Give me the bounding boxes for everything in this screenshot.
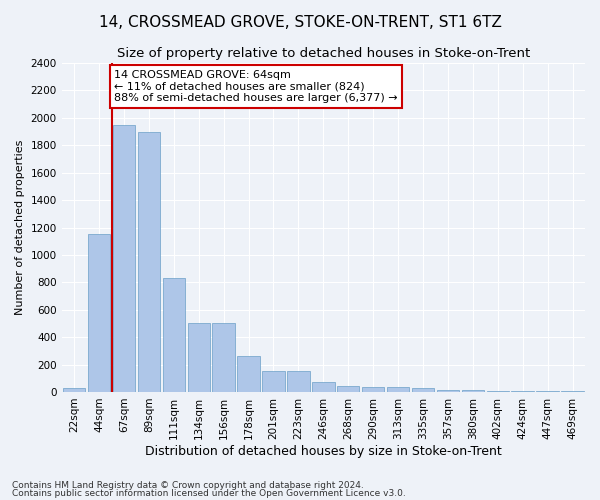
Y-axis label: Number of detached properties: Number of detached properties bbox=[15, 140, 25, 315]
Bar bbox=[437, 390, 459, 392]
Text: 14 CROSSMEAD GROVE: 64sqm
← 11% of detached houses are smaller (824)
88% of semi: 14 CROSSMEAD GROVE: 64sqm ← 11% of detac… bbox=[114, 70, 398, 103]
Text: Contains HM Land Registry data © Crown copyright and database right 2024.: Contains HM Land Registry data © Crown c… bbox=[12, 480, 364, 490]
Bar bbox=[312, 382, 335, 392]
Bar bbox=[63, 388, 85, 392]
Bar bbox=[88, 234, 110, 392]
Bar bbox=[487, 391, 509, 392]
Bar bbox=[387, 387, 409, 392]
Bar bbox=[238, 356, 260, 392]
Title: Size of property relative to detached houses in Stoke-on-Trent: Size of property relative to detached ho… bbox=[117, 48, 530, 60]
Bar bbox=[188, 324, 210, 392]
Bar bbox=[137, 132, 160, 392]
Bar bbox=[287, 372, 310, 392]
Bar bbox=[511, 391, 534, 392]
Text: 14, CROSSMEAD GROVE, STOKE-ON-TRENT, ST1 6TZ: 14, CROSSMEAD GROVE, STOKE-ON-TRENT, ST1… bbox=[98, 15, 502, 30]
Text: Contains public sector information licensed under the Open Government Licence v3: Contains public sector information licen… bbox=[12, 489, 406, 498]
Bar bbox=[412, 388, 434, 392]
Bar bbox=[337, 386, 359, 392]
X-axis label: Distribution of detached houses by size in Stoke-on-Trent: Distribution of detached houses by size … bbox=[145, 444, 502, 458]
Bar bbox=[212, 324, 235, 392]
Bar bbox=[262, 370, 285, 392]
Bar bbox=[113, 124, 135, 392]
Bar bbox=[461, 390, 484, 392]
Bar bbox=[362, 387, 385, 392]
Bar bbox=[163, 278, 185, 392]
